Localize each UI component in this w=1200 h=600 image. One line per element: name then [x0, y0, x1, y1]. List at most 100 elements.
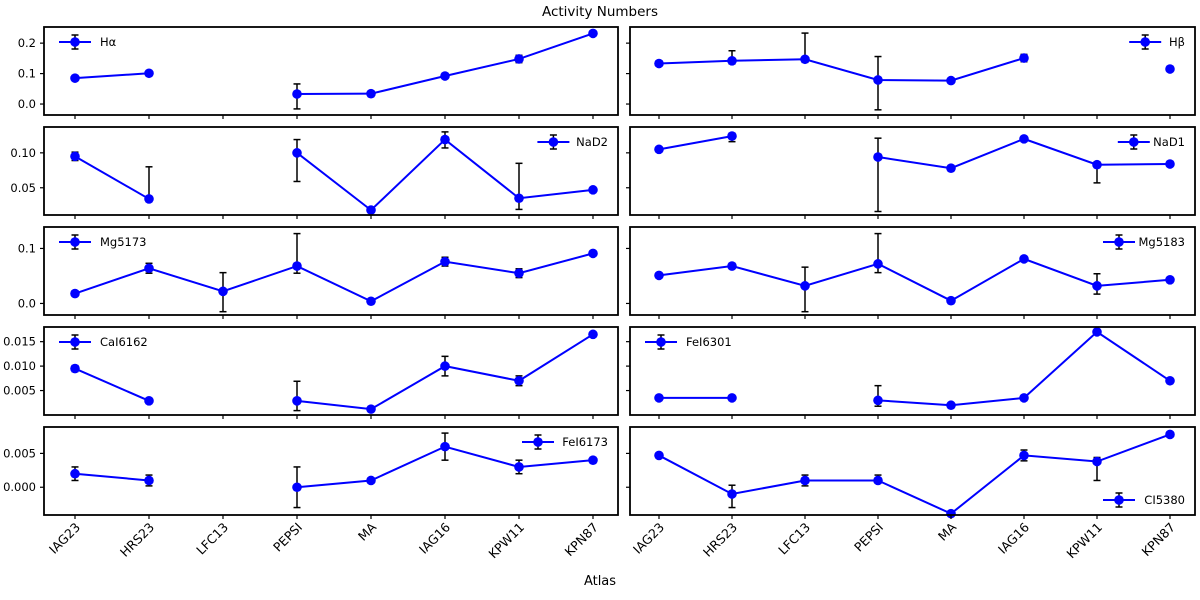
series-line-ci5380: [658, 433, 1171, 515]
axes-spines: [629, 326, 1196, 416]
data-point: [366, 296, 376, 307]
series-line-cai6162: [74, 367, 150, 402]
x-tick-label: IAG16: [416, 519, 453, 556]
x-tick-label: HRS23: [117, 520, 157, 560]
legend-marker: [70, 37, 80, 47]
data-point: [144, 194, 154, 204]
panel-ha: 0.0 0.1 0.2 Hα: [18, 26, 619, 119]
data-point: [440, 256, 450, 267]
panel-fei6173: 0.000 0.005 FeI6173: [3, 426, 619, 519]
x-axis-title: Atlas: [583, 574, 617, 589]
axes-spines: [43, 26, 619, 116]
panel-cai6162: 0.005 0.010 0.015 CaI6162: [3, 326, 619, 419]
series-line-ha: [296, 32, 594, 95]
data-point: [514, 462, 524, 472]
data-point: [727, 261, 737, 271]
series-line-nad2: [296, 138, 594, 212]
data-point: [514, 54, 524, 64]
x-tick-label: PEPSI: [851, 520, 886, 555]
data-point: [1092, 281, 1102, 291]
x-tick-label: LFC13: [193, 520, 231, 558]
legend-label-nad1: NaD1: [1153, 135, 1185, 149]
legend-fei6301: FeI6301: [645, 334, 732, 350]
data-point: [440, 361, 450, 371]
y-tick-label: 0.010: [3, 359, 36, 373]
y-tick-label: 0.005: [3, 446, 36, 460]
legend-label-fei6301: FeI6301: [686, 335, 732, 349]
error-bars-fei6173: [71, 432, 523, 509]
y-tick-label: 0.10: [10, 146, 36, 160]
data-point: [873, 152, 883, 162]
data-point: [588, 185, 598, 195]
panel-hb: Hβ: [626, 26, 1196, 119]
legend-marker: [548, 137, 559, 147]
data-point: [654, 270, 664, 281]
x-tick-label: KPW11: [1063, 520, 1105, 562]
error-bars-mg5183: [728, 232, 1101, 313]
x-tick-label: MA: [935, 519, 960, 544]
series-line-fei6173: [74, 472, 150, 482]
data-point: [292, 396, 302, 406]
y-tick-label: 0.0: [18, 296, 36, 310]
panel-mg5173: 0.0 0.1 Mg5173: [18, 226, 619, 319]
data-point: [1019, 53, 1029, 63]
data-point: [727, 489, 737, 499]
data-point: [366, 205, 376, 215]
legend-ci5380: CI5380: [1103, 492, 1185, 508]
x-tick-label: LFC13: [775, 520, 813, 558]
data-point: [366, 475, 376, 486]
data-point: [1092, 159, 1102, 170]
axes-spines: [43, 126, 619, 216]
data-point: [292, 261, 302, 271]
data-point: [946, 75, 956, 86]
data-point: [588, 455, 598, 465]
legend-label-ci5380: CI5380: [1144, 493, 1185, 507]
data-point: [946, 295, 956, 306]
data-point: [946, 508, 956, 519]
data-point: [70, 363, 80, 374]
panel-nad2: 0.05 0.10 NaD2: [10, 126, 619, 219]
panel-nad1: NaD1: [626, 126, 1196, 219]
chart-title: Activity Numbers: [541, 4, 659, 20]
legend-label-cai6162: CaI6162: [100, 335, 148, 349]
legend-nad1: NaD1: [1117, 134, 1185, 150]
data-point: [588, 329, 598, 340]
data-point: [292, 89, 302, 99]
data-point: [218, 286, 228, 297]
data-point: [1092, 456, 1102, 467]
legend-label-mg5173: Mg5173: [100, 235, 147, 249]
data-point: [946, 163, 956, 174]
error-bars-mg5173: [145, 232, 523, 313]
y-tick-label: 0.1: [18, 241, 36, 255]
y-tick-label: 0.005: [3, 384, 36, 398]
legend-label-nad2: NaD2: [576, 135, 608, 149]
data-point: [654, 58, 664, 69]
data-point: [144, 475, 154, 486]
data-point: [654, 393, 664, 403]
series-line-nad1: [658, 135, 733, 151]
data-point: [946, 400, 956, 411]
y-tick-label: 0.1: [18, 67, 36, 81]
data-point: [1019, 254, 1029, 264]
y-tick-label: 0.015: [3, 335, 36, 349]
legend-label-ha: Hα: [100, 35, 117, 49]
data-point: [144, 396, 154, 406]
data-point: [800, 54, 810, 65]
legend-cai6162: CaI6162: [59, 334, 148, 350]
data-point: [727, 55, 737, 66]
legend-label-mg5183: Mg5183: [1139, 235, 1186, 249]
x-tick-label: PEPSI: [270, 520, 305, 555]
legend-fei6173: FeI6173: [522, 434, 608, 450]
data-point: [588, 248, 598, 259]
axes-spines: [629, 426, 1196, 516]
axes-spines: [629, 126, 1196, 216]
legend-marker: [70, 337, 80, 347]
data-point: [440, 71, 450, 81]
data-point: [144, 68, 154, 79]
data-point: [366, 404, 376, 414]
legend-ha: Hα: [59, 34, 117, 50]
legend-marker: [656, 337, 666, 347]
legend-marker: [70, 237, 80, 247]
